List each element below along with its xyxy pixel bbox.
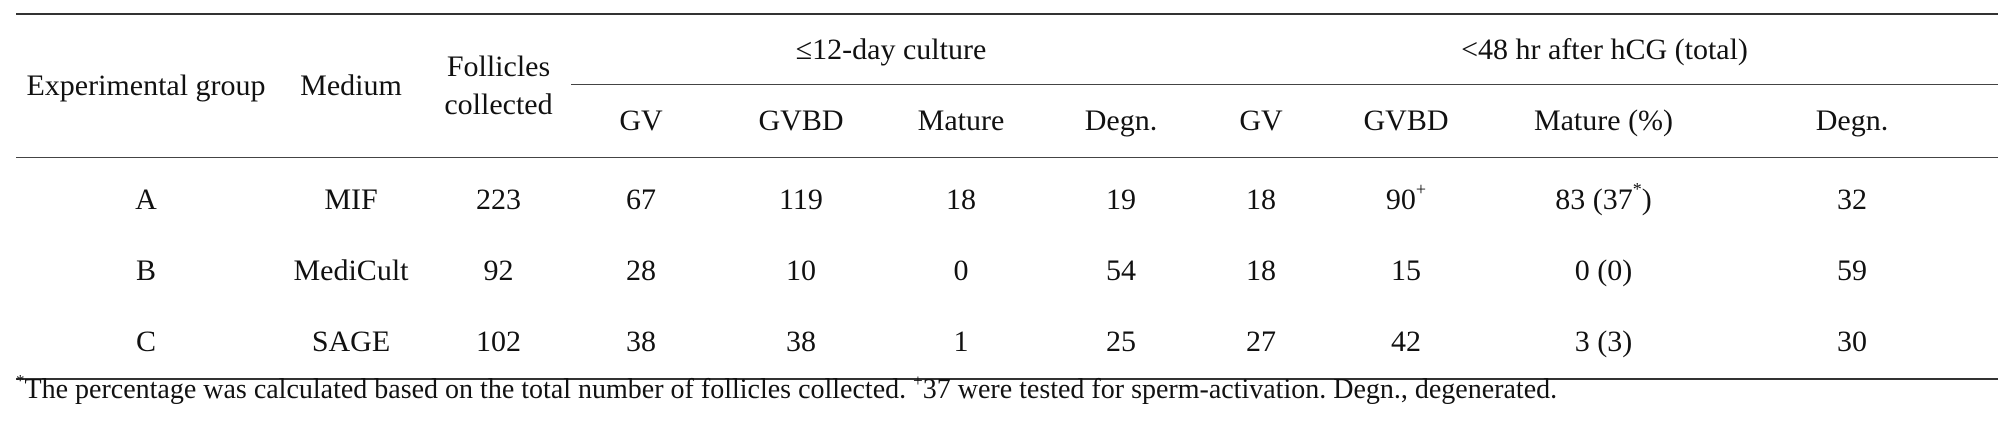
header-hcg-group: <48 hr after hCG (total) bbox=[1211, 14, 1999, 85]
table-row: A MIF 223 67 119 18 19 18 90+ 83 (37*) 3… bbox=[16, 158, 1998, 236]
cell-follicles: 92 bbox=[483, 253, 514, 287]
cell-gv-culture: 28 bbox=[626, 253, 656, 287]
asterisk-marker: * bbox=[1632, 178, 1642, 199]
cell-gvbd-culture: 10 bbox=[786, 253, 816, 287]
cell-group: C bbox=[16, 306, 276, 380]
cell-degn-culture: 25 bbox=[1031, 306, 1211, 380]
cell-mature-hcg: 83 (37*) bbox=[1501, 158, 1706, 236]
table-row: B MediCult 92 28 10 0 54 18 15 0 (0) 59 bbox=[16, 235, 1998, 306]
mature-value: 83 (37 bbox=[1555, 182, 1633, 216]
subheader-gvbd-hcg: GVBD bbox=[1311, 84, 1501, 158]
header-follicles-line1: Follicles bbox=[446, 50, 551, 83]
footnote-asterisk: * bbox=[16, 371, 25, 390]
cell-follicles: 223 bbox=[476, 182, 521, 216]
cell-mature-culture: 0 bbox=[953, 253, 969, 287]
data-table-container: Experimental group Medium Follicles coll… bbox=[16, 13, 1999, 380]
cell-gvbd-culture: 119 bbox=[779, 182, 823, 216]
cell-medium: SAGE bbox=[276, 306, 426, 380]
cell-gv-hcg: 27 bbox=[1211, 306, 1311, 380]
header-follicles-collected: Follicles collected bbox=[426, 14, 571, 158]
cell-degn-culture: 54 bbox=[1106, 253, 1136, 287]
header-row-2: GV GVBD Mature Degn. GV GVBD Mature (%) … bbox=[16, 84, 1999, 158]
results-table: Experimental group Medium Follicles coll… bbox=[16, 13, 1999, 380]
subheader-degn-hcg: Degn. bbox=[1706, 84, 1999, 158]
cell-follicles: 102 bbox=[426, 306, 571, 380]
cell-degn-hcg: 59 bbox=[1837, 253, 1868, 287]
header-medium: Medium bbox=[276, 14, 426, 158]
subheader-degn-culture: Degn. bbox=[1031, 84, 1211, 158]
cell-gvbd-hcg: 15 bbox=[1391, 253, 1421, 287]
header-follicles-line2: collected bbox=[444, 88, 553, 121]
table-footnote: *The percentage was calculated based on … bbox=[16, 371, 1558, 406]
cell-medium: MediCult bbox=[293, 253, 409, 287]
header-culture-group: ≤12-day culture bbox=[571, 14, 1211, 85]
cell-medium: MIF bbox=[324, 182, 378, 216]
subheader-mature-culture: Mature bbox=[891, 84, 1031, 158]
cell-gvbd-hcg: 42 bbox=[1311, 306, 1501, 380]
cell-gv-culture: 67 bbox=[626, 182, 656, 216]
mature-close: ) bbox=[1641, 182, 1652, 216]
cell-mature-hcg: 0 (0) bbox=[1574, 253, 1633, 287]
cell-group: A bbox=[135, 182, 157, 216]
cell-degn-hcg: 32 bbox=[1837, 182, 1868, 216]
cell-mature-culture: 1 bbox=[891, 306, 1031, 380]
subheader-gv-hcg: GV bbox=[1211, 84, 1311, 158]
header-experimental-group: Experimental group bbox=[16, 14, 276, 158]
footnote-text-1: The percentage was calculated based on t… bbox=[24, 374, 914, 405]
table-row: C SAGE 102 38 38 1 25 27 42 3 (3) 30 bbox=[16, 306, 1999, 380]
header-row-1: Experimental group Medium Follicles coll… bbox=[16, 14, 1999, 158]
subheader-gvbd-culture: GVBD bbox=[711, 84, 891, 158]
cell-degn-hcg: 30 bbox=[1706, 306, 1999, 380]
cell-mature-culture: 18 bbox=[946, 182, 976, 216]
plus-marker: + bbox=[1415, 178, 1427, 199]
footnote-text-2: 37 were tested for sperm-activation. Deg… bbox=[922, 374, 1558, 405]
gvbd-value: 90 bbox=[1385, 182, 1416, 216]
cell-gv-hcg: 18 bbox=[1246, 182, 1276, 216]
subheader-mature-hcg: Mature (%) bbox=[1501, 84, 1706, 158]
footnote-plus: + bbox=[913, 371, 923, 390]
cell-degn-culture: 19 bbox=[1106, 182, 1136, 216]
cell-mature-hcg: 3 (3) bbox=[1501, 306, 1706, 380]
cell-gvbd-hcg: 90+ bbox=[1311, 158, 1501, 236]
cell-gv-hcg: 18 bbox=[1246, 253, 1276, 287]
cell-gv-culture: 38 bbox=[571, 306, 711, 380]
subheader-gv-culture: GV bbox=[571, 84, 711, 158]
cell-gvbd-culture: 38 bbox=[711, 306, 891, 380]
cell-group: B bbox=[135, 253, 156, 287]
